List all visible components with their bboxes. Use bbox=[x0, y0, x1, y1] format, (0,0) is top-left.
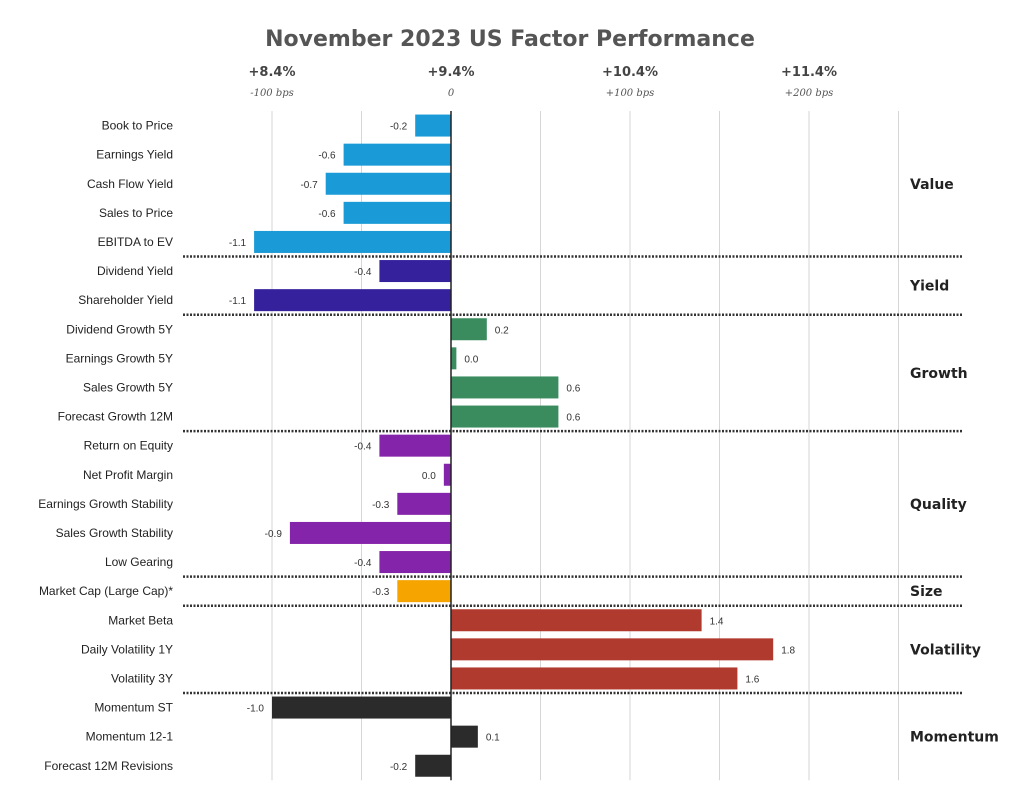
value-label: -0.4 bbox=[354, 267, 372, 278]
category-label: Volatility 3Y bbox=[111, 671, 173, 685]
category-label: Sales to Price bbox=[99, 206, 173, 220]
value-label: -0.6 bbox=[318, 151, 336, 162]
bar bbox=[451, 667, 738, 690]
group-label: Yield bbox=[909, 279, 949, 295]
category-label: Market Beta bbox=[108, 613, 173, 627]
value-label: -0.3 bbox=[372, 500, 390, 511]
value-label: -1.0 bbox=[247, 704, 265, 715]
category-label: Shareholder Yield bbox=[78, 293, 173, 307]
value-label: -0.4 bbox=[354, 442, 372, 453]
value-label: -0.2 bbox=[390, 122, 408, 133]
category-label: Sales Growth Stability bbox=[56, 526, 173, 540]
value-label: 0.0 bbox=[464, 354, 478, 365]
top-axis-sublabel: +200 bps bbox=[785, 88, 834, 99]
bar bbox=[325, 172, 451, 195]
top-axis-sublabel: +100 bps bbox=[606, 88, 655, 99]
bar bbox=[451, 347, 457, 370]
category-label: Low Gearing bbox=[105, 555, 173, 569]
category-label: Earnings Growth 5Y bbox=[66, 351, 173, 365]
bar bbox=[343, 143, 451, 166]
value-label: -1.1 bbox=[229, 238, 247, 249]
bar bbox=[451, 609, 702, 632]
top-axis-label: +9.4% bbox=[428, 65, 475, 80]
bar bbox=[443, 463, 451, 486]
bar bbox=[379, 551, 451, 574]
group-label: Value bbox=[910, 177, 954, 193]
group-separators bbox=[183, 255, 962, 695]
category-label: Dividend Yield bbox=[97, 264, 173, 278]
group-label: Growth bbox=[910, 366, 968, 382]
value-label: 0.6 bbox=[566, 413, 580, 424]
category-label: Daily Volatility 1Y bbox=[81, 642, 173, 656]
value-label: 1.6 bbox=[745, 674, 759, 685]
group-label: Momentum bbox=[910, 730, 999, 746]
category-label: Dividend Growth 5Y bbox=[66, 322, 173, 336]
bar bbox=[397, 492, 451, 515]
bar bbox=[451, 405, 559, 428]
value-label: 1.4 bbox=[710, 616, 724, 627]
top-axis-label: +8.4% bbox=[249, 65, 296, 80]
bar bbox=[415, 754, 451, 777]
bar bbox=[254, 230, 451, 253]
top-axis-sublabel: -100 bps bbox=[250, 88, 294, 99]
value-label: -0.7 bbox=[300, 180, 318, 191]
value-label: 0.2 bbox=[495, 325, 509, 336]
top-axis-sublabel: 0 bbox=[448, 88, 455, 99]
category-label: Momentum ST bbox=[94, 701, 173, 715]
category-label: Book to Price bbox=[102, 119, 174, 133]
value-label: -1.1 bbox=[229, 296, 247, 307]
chart-title: November 2023 US Factor Performance bbox=[265, 27, 755, 52]
bar bbox=[451, 638, 774, 661]
value-label: -0.3 bbox=[372, 587, 390, 598]
bar bbox=[451, 376, 559, 399]
bar bbox=[379, 260, 451, 283]
bar bbox=[254, 289, 451, 312]
category-label: Earnings Growth Stability bbox=[38, 497, 173, 511]
value-label: 0.0 bbox=[422, 471, 436, 482]
bar bbox=[415, 114, 451, 137]
value-label: -0.6 bbox=[318, 209, 336, 220]
value-label: 1.8 bbox=[781, 645, 795, 656]
group-labels: Value Yield Growth Quality Size Volatility Mom… bbox=[909, 177, 999, 746]
bar bbox=[397, 580, 451, 603]
value-label: 0.6 bbox=[566, 383, 580, 394]
bar bbox=[272, 696, 451, 719]
category-label: Net Profit Margin bbox=[83, 468, 173, 482]
bars: Book to Price -0.2 Earnings Yield -0.6 Cash … bbox=[38, 114, 796, 777]
bar bbox=[343, 201, 451, 224]
category-label: Return on Equity bbox=[84, 439, 173, 453]
category-label: Cash Flow Yield bbox=[87, 177, 173, 191]
category-label: Momentum 12-1 bbox=[86, 730, 174, 744]
category-label: Sales Growth 5Y bbox=[83, 380, 173, 394]
group-label: Volatility bbox=[910, 642, 981, 658]
bar bbox=[451, 725, 478, 748]
category-label: Forecast Growth 12M bbox=[58, 410, 173, 424]
group-label: Size bbox=[910, 584, 943, 600]
bar bbox=[379, 434, 451, 457]
group-label: Quality bbox=[910, 497, 967, 513]
top-axis-label: +10.4% bbox=[602, 65, 658, 80]
value-label: -0.9 bbox=[265, 529, 283, 540]
bar bbox=[451, 318, 487, 341]
category-label: Forecast 12M Revisions bbox=[44, 759, 173, 773]
top-axis: +8.4% -100 bps +9.4% 0 +10.4% +100 bps +11.4% +… bbox=[249, 65, 837, 99]
value-label: -0.2 bbox=[390, 762, 408, 773]
value-label: -0.4 bbox=[354, 558, 372, 569]
category-label: Market Cap (Large Cap)* bbox=[39, 584, 173, 598]
category-label: Earnings Yield bbox=[96, 148, 173, 162]
bar bbox=[289, 521, 451, 544]
category-label: EBITDA to EV bbox=[98, 235, 173, 249]
value-label: 0.1 bbox=[486, 733, 500, 744]
top-axis-label: +11.4% bbox=[781, 65, 837, 80]
